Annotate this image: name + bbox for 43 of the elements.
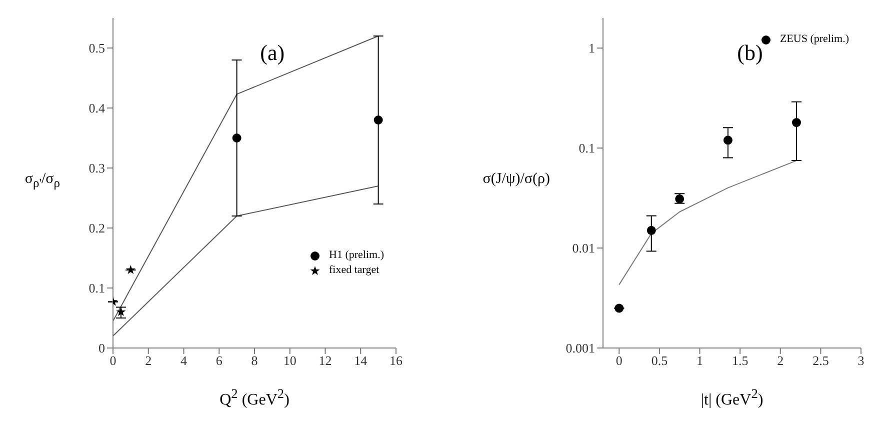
y-tick-label: 1 [588,40,595,56]
point [374,116,383,124]
y-tick-label: 0.4 [88,100,106,116]
y-tick-label: 0.1 [88,280,105,296]
y-tick-label: 0.1 [578,140,595,156]
point [723,136,732,145]
x-tick-label: 14 [354,353,368,368]
x-tick-label: 2 [777,353,784,368]
annotation: (b) [737,40,763,66]
point [792,118,801,128]
x-tick-label: 2.5 [812,353,829,368]
y-tick-label: 0.3 [88,160,105,176]
x-tick-label: 6 [216,353,223,368]
annotation: (a) [260,40,285,66]
x-tick-label: 0 [616,353,622,368]
x-tick-label: 3 [858,353,864,368]
legend-label: ZEUS (prelim.) [780,32,849,47]
y-tick-label: 0.001 [566,340,595,356]
point [126,265,136,274]
y-tick-label: 0 [98,340,105,356]
x-tick-label: 8 [251,353,258,368]
y-tick-label: 0.5 [88,40,105,56]
y-tick-label: 0.01 [572,240,595,256]
point [646,226,656,235]
legend-label: fixed target [329,263,380,278]
line-series [618,160,797,286]
x-axis-title: Q$^{2}$ (GeV$^{2}$) [218,386,290,410]
x-tick-label: 10 [283,353,296,368]
point [232,134,242,142]
x-tick-label: 1 [696,353,703,368]
point [614,304,624,313]
x-tick-label: 1.5 [732,353,748,368]
x-tick-label: 0 [110,353,116,368]
x-axis-title: |t| (GeV$^{2}$) [700,386,764,410]
y-axis-title: σ$_{ρ'}$/σ$_{ρ}$ [24,171,60,191]
legend-label: H1 (prelim.) [329,248,384,263]
x-tick-label: 12 [318,353,332,368]
x-tick-label: 4 [180,353,188,368]
y-axis-title: σ(J/ψ)/σ(ρ) [482,171,550,188]
x-tick-label: 2 [145,353,152,368]
x-tick-label: 0.5 [651,353,668,368]
x-tick-label: 16 [390,353,403,368]
y-tick-label: 0.2 [88,220,105,236]
